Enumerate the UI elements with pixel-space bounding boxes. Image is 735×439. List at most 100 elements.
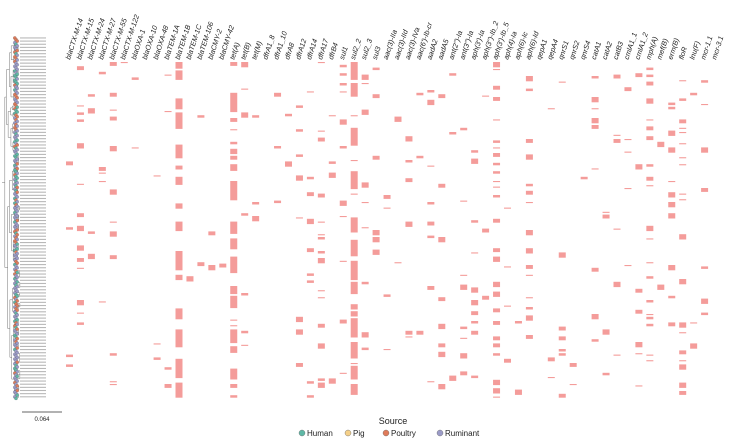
presence-cell — [438, 183, 446, 188]
tip-label — [20, 223, 46, 225]
presence-cell — [175, 274, 183, 281]
presence-cell — [679, 360, 687, 362]
tip-label — [20, 380, 46, 382]
presence-cell — [493, 336, 501, 341]
source-dot — [15, 138, 19, 142]
source-dot — [15, 327, 19, 331]
presence-cell — [525, 190, 533, 195]
presence-cell — [328, 172, 336, 178]
tip-label — [20, 169, 46, 171]
presence-cell — [591, 125, 599, 129]
presence-cell — [317, 237, 325, 240]
presence-cell — [372, 249, 380, 255]
source-dot — [15, 204, 19, 209]
source-dot — [15, 393, 19, 397]
presence-cell — [514, 389, 522, 395]
presence-cell — [131, 77, 139, 80]
presence-cell — [679, 132, 687, 134]
presence-cell — [493, 308, 501, 313]
source-dot — [15, 53, 19, 58]
presence-cell — [306, 395, 314, 398]
source-dot — [15, 185, 19, 190]
presence-cell — [109, 62, 117, 66]
legend-label: Pig — [353, 429, 365, 438]
source-dot — [15, 280, 19, 284]
legend-title: Source — [379, 416, 408, 426]
presence-cell — [306, 176, 314, 180]
presence-cell — [471, 220, 479, 223]
presence-cell — [547, 357, 555, 362]
presence-cell — [525, 307, 533, 310]
presence-cell — [372, 94, 380, 99]
presence-cell — [504, 305, 511, 307]
presence-cell — [438, 323, 446, 330]
presence-cell — [350, 281, 358, 295]
tip-label — [20, 267, 46, 269]
tip-label — [20, 317, 46, 319]
presence-cell — [438, 94, 446, 99]
presence-cell — [76, 213, 84, 218]
presence-cell — [98, 181, 106, 183]
presence-cell — [591, 118, 599, 124]
tip-label — [20, 207, 46, 209]
tip-label — [20, 78, 46, 80]
presence-cell — [482, 95, 490, 97]
tip-label — [20, 56, 46, 58]
tip-label — [20, 201, 46, 203]
presence-cell — [405, 136, 413, 142]
presence-cell — [657, 141, 665, 148]
presence-cell — [98, 301, 106, 303]
presence-cell — [525, 88, 533, 92]
tip-label — [20, 257, 46, 259]
presence-cell — [98, 71, 106, 75]
tip-label — [20, 273, 46, 275]
presence-cell — [591, 97, 599, 103]
presence-cell — [613, 139, 621, 143]
presence-cell — [230, 329, 238, 344]
presence-cell — [76, 245, 84, 251]
scale-bar: 0.064 — [22, 411, 62, 423]
presence-cell — [613, 74, 621, 79]
presence-cell — [186, 276, 194, 282]
presence-cell — [668, 213, 676, 219]
presence-cell — [328, 378, 336, 384]
presence-cell — [438, 351, 446, 358]
tip-label — [20, 103, 46, 105]
presence-cell — [668, 102, 676, 106]
presence-cell — [317, 378, 325, 381]
tip-label — [20, 333, 46, 335]
presence-cell — [613, 134, 621, 136]
presence-cell — [679, 80, 687, 82]
presence-cell — [591, 339, 599, 342]
presence-cell — [87, 108, 95, 114]
presence-cell — [646, 225, 654, 232]
presence-cell — [98, 172, 106, 174]
presence-cell — [76, 322, 84, 325]
tip-label — [20, 182, 46, 184]
presence-cell — [252, 202, 260, 205]
source-dot — [15, 303, 19, 308]
presence-cell — [350, 217, 358, 233]
presence-cell — [317, 297, 325, 299]
presence-cell — [646, 360, 654, 362]
source-dot — [15, 77, 19, 81]
tip-label — [20, 175, 46, 177]
presence-cell — [525, 230, 533, 236]
presence-cell — [175, 382, 183, 398]
gene-labels: blaCTX-M-14blaCTX-M-15blaCTX-M-24blaCTX-… — [63, 13, 725, 60]
presence-cell — [493, 119, 501, 121]
presence-cell — [230, 118, 238, 122]
presence-cell — [350, 365, 358, 380]
tip-label — [20, 128, 46, 130]
presence-cell — [175, 165, 183, 170]
presence-cell — [87, 253, 95, 260]
tip-label — [20, 323, 46, 325]
tip-label — [20, 245, 46, 247]
tip-label — [20, 374, 46, 376]
gene-label: sul1 — [337, 45, 350, 60]
source-dot — [15, 346, 19, 350]
presence-cell — [339, 260, 347, 262]
tip-label — [20, 37, 46, 39]
presence-cell — [175, 203, 183, 209]
presence-cell — [230, 92, 238, 113]
